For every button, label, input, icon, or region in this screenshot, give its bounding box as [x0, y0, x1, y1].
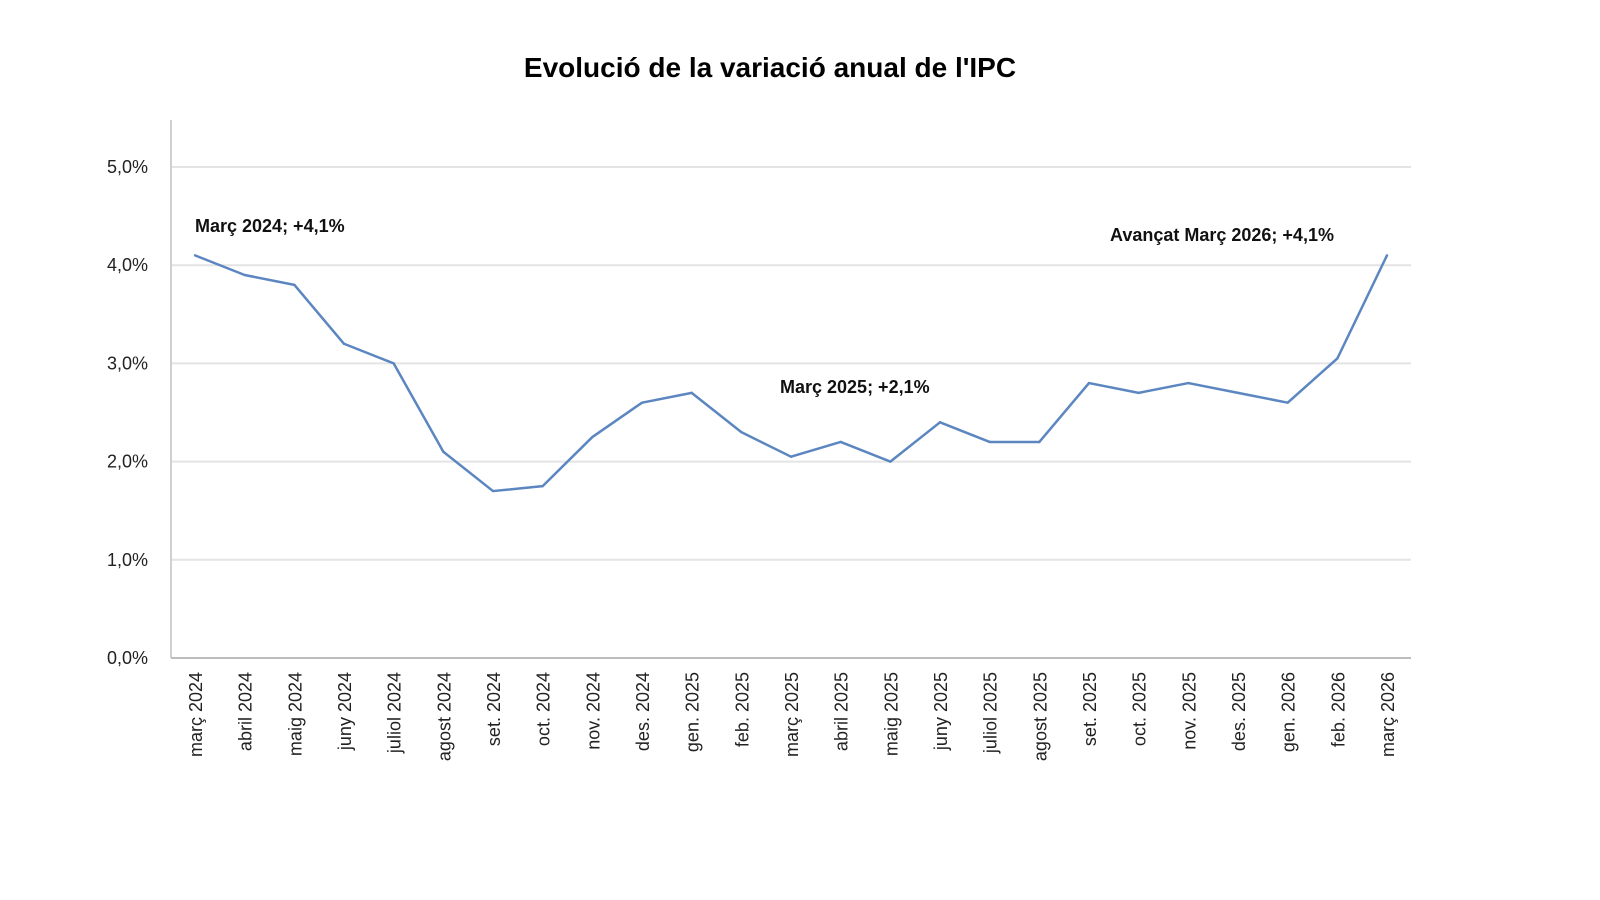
x-tick-label: gen. 2025	[683, 672, 703, 752]
y-tick-label: 1,0%	[107, 550, 148, 570]
annotation-marc-2026: Avançat Març 2026; +4,1%	[1110, 225, 1334, 245]
data-point	[1385, 254, 1389, 257]
y-tick-label: 4,0%	[107, 255, 148, 275]
x-tick-label: des. 2024	[633, 672, 653, 751]
x-tick-label: feb. 2026	[1328, 672, 1348, 747]
data-point	[640, 401, 644, 404]
y-tick-label: 3,0%	[107, 353, 148, 373]
data-point	[1187, 381, 1190, 385]
data-point	[938, 421, 942, 424]
data-point	[293, 283, 296, 287]
y-tick-label: 5,0%	[107, 157, 148, 177]
data-point	[1087, 381, 1091, 385]
data-point	[1286, 401, 1289, 404]
x-tick-label: agost 2025	[1030, 672, 1050, 761]
data-point	[392, 362, 395, 365]
data-point	[740, 430, 743, 434]
x-tick-label: juliol 2025	[981, 672, 1001, 754]
x-tick-label: oct. 2024	[534, 672, 554, 746]
x-tick-label: nov. 2024	[583, 672, 603, 750]
x-tick-label: març 2025	[782, 672, 802, 757]
data-point	[690, 391, 693, 395]
x-tick-label: set. 2024	[484, 672, 504, 746]
x-tick-label: oct. 2025	[1130, 672, 1150, 746]
data-point	[789, 455, 793, 458]
x-tick-label: juny 2025	[931, 672, 951, 751]
data-point	[889, 460, 892, 463]
data-point	[491, 489, 495, 493]
x-tick-label: abril 2025	[832, 672, 852, 751]
data-point	[442, 450, 445, 453]
x-tick-label: des. 2025	[1229, 672, 1249, 751]
x-tick-label: set. 2025	[1080, 672, 1100, 746]
x-tick-label: maig 2024	[285, 672, 305, 756]
data-point	[541, 484, 544, 488]
data-point	[1038, 440, 1041, 444]
x-tick-label: juliol 2024	[385, 672, 405, 754]
annotation-marc-2024: Març 2024; +4,1%	[195, 216, 345, 236]
data-point	[1236, 391, 1240, 395]
x-tick-label: juny 2024	[335, 672, 355, 751]
annotation-marc-2025: Març 2025; +2,1%	[780, 377, 930, 397]
x-tick-label: març 2024	[186, 672, 206, 757]
y-tick-label: 2,0%	[107, 452, 148, 472]
x-tick-label: març 2026	[1378, 672, 1398, 757]
x-tick-label: agost 2024	[434, 672, 454, 761]
data-point	[193, 254, 197, 257]
x-tick-label: gen. 2026	[1279, 672, 1299, 752]
data-point	[591, 435, 594, 439]
x-tick-label: abril 2024	[236, 672, 256, 751]
data-point	[839, 440, 842, 444]
x-tick-label: nov. 2025	[1179, 672, 1199, 750]
chart-title: Evolució de la variació anual de l'IPC	[524, 52, 1016, 83]
y-tick-label: 0,0%	[107, 648, 148, 668]
data-point	[1137, 391, 1140, 395]
x-tick-label: feb. 2025	[732, 672, 752, 747]
data-point	[1336, 357, 1339, 360]
data-point	[243, 273, 246, 277]
data-point	[342, 342, 346, 345]
x-tick-label: maig 2025	[881, 672, 901, 756]
data-point	[988, 440, 991, 444]
